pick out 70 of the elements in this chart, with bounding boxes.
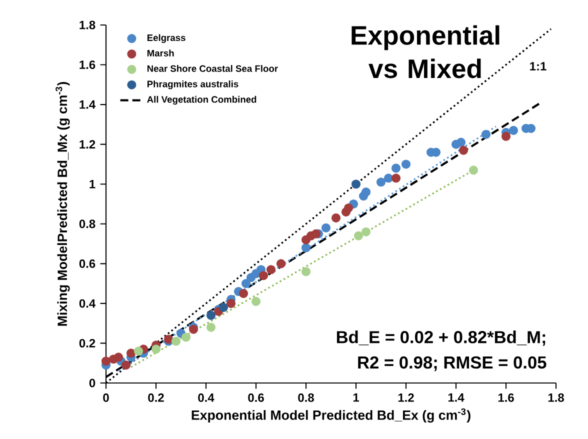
point [301, 243, 311, 252]
x-tick-label: 0.8 [298, 393, 314, 402]
x-tick-label: 0.4 [198, 393, 214, 402]
point [241, 279, 251, 288]
x-tick-label: 1.8 [548, 393, 564, 402]
y-tick-label: 1.6 [80, 60, 96, 70]
point [238, 288, 248, 298]
point [311, 229, 321, 238]
y-tick-label: 1.8 [80, 20, 96, 30]
point [266, 265, 276, 274]
point [251, 296, 261, 306]
point [121, 360, 131, 370]
x-axis-title: Exponential Model Predicted Bd_Ex (g cm$^{-3}$) [192, 408, 470, 423]
point [458, 146, 468, 155]
x-tick-label: 1.4 [448, 393, 464, 402]
annotation: R2 = 0.98; RMSE = 0.05 [358, 356, 546, 372]
point [481, 130, 491, 139]
point [134, 346, 144, 356]
point [456, 138, 466, 147]
x-tick-label: 1.2 [398, 393, 414, 402]
point [354, 231, 364, 240]
x-tick-label: 0.2 [148, 393, 164, 402]
point [276, 259, 286, 268]
legend-label: Near Shore Coastal Sea Floor [147, 65, 278, 72]
y-tick-label: 1.2 [80, 140, 96, 149]
point [351, 180, 361, 189]
y-tick-label: 0.2 [79, 338, 96, 348]
point [206, 322, 216, 332]
point [126, 348, 136, 358]
point [468, 166, 478, 175]
point [171, 336, 181, 346]
legend-label: Marsh [147, 50, 174, 56]
point [384, 174, 394, 183]
x-tick-label: 1.6 [498, 393, 514, 402]
y-tick-label: 0.4 [79, 299, 96, 308]
y-axis-title: Mixing ModelPredicted Bd_Mx (g cm$^{-3}$) [56, 82, 70, 326]
point [114, 352, 124, 362]
x-tick-label: 0.6 [248, 393, 264, 402]
point [376, 178, 386, 187]
point [361, 188, 371, 197]
annotation: 1:1 [530, 62, 546, 70]
y-tick-label: 1.4 [80, 100, 96, 109]
point [361, 227, 371, 236]
point [321, 223, 331, 232]
point [501, 132, 511, 141]
x-tick-label: 1 [353, 393, 360, 402]
point [258, 271, 268, 280]
legend-label: Eelgrass [147, 34, 186, 43]
point [344, 203, 354, 213]
y-tick-label: 1 [90, 180, 96, 188]
point [401, 160, 411, 169]
point [391, 164, 401, 173]
point [218, 302, 228, 312]
text: Exponential vs Mixed [352, 25, 500, 78]
y-tick-label: 0.8 [79, 220, 96, 228]
point [101, 356, 111, 366]
point [226, 298, 236, 308]
point [391, 174, 401, 183]
annotation: Bd_E = 0.02 + 0.82*Bd_M; [336, 330, 546, 346]
point [206, 310, 216, 320]
legend-label: All Vegetation Combined [147, 96, 256, 105]
x-tick-label: 0 [103, 393, 109, 402]
legend-label: Phragmites australis [147, 80, 238, 90]
point [508, 126, 518, 135]
y-tick-label: 0.6 [79, 259, 96, 268]
point [181, 332, 191, 342]
y-tick-label: 0 [89, 378, 96, 388]
point [301, 267, 311, 276]
point [331, 213, 341, 222]
point [151, 344, 161, 354]
